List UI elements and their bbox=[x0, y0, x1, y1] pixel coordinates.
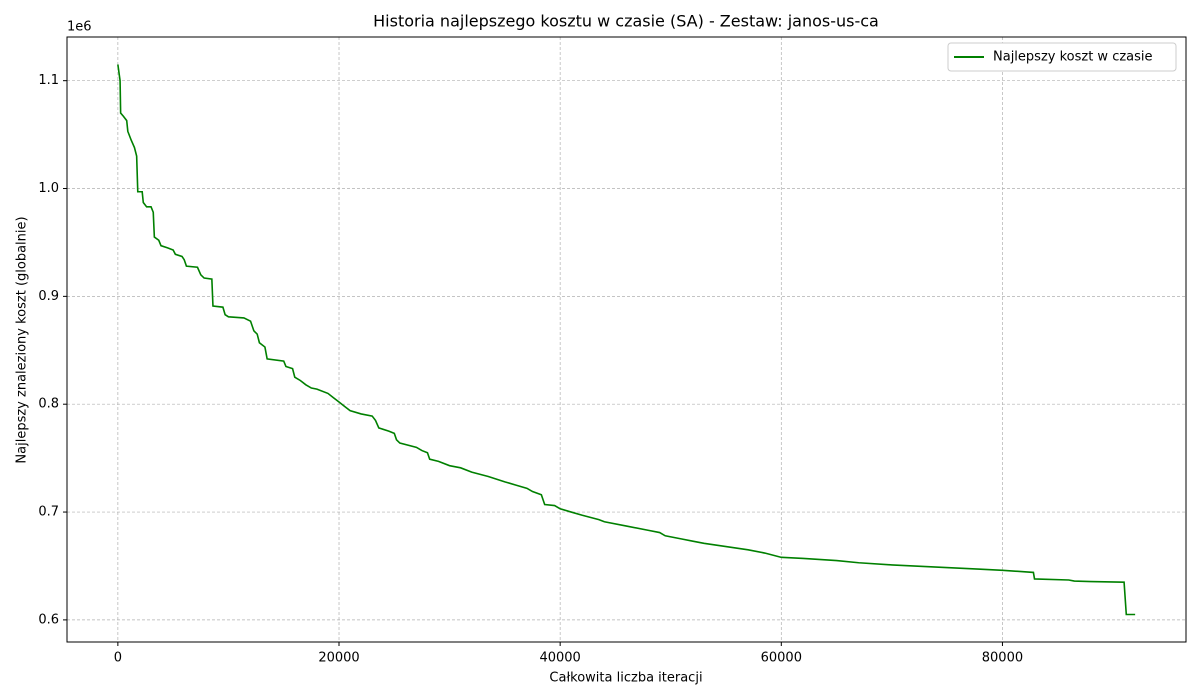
y-tick-label: 0.8 bbox=[38, 397, 59, 412]
y-tick-label: 0.9 bbox=[38, 289, 59, 304]
x-tick-label: 20000 bbox=[318, 651, 359, 666]
x-tick-label: 60000 bbox=[761, 651, 802, 666]
y-tick-label: 1.1 bbox=[38, 73, 59, 88]
x-tick-label: 40000 bbox=[539, 651, 580, 666]
chart-title: Historia najlepszego kosztu w czasie (SA… bbox=[373, 12, 879, 31]
data-line bbox=[117, 64, 1136, 616]
x-tick-label: 0 bbox=[114, 651, 122, 666]
y-offset-label: 1e6 bbox=[67, 20, 92, 35]
legend-box bbox=[947, 42, 1177, 72]
plot-frame bbox=[66, 36, 1187, 643]
x-tick-label: 80000 bbox=[982, 651, 1023, 666]
legend-label: Najlepszy koszt w czasie bbox=[993, 50, 1153, 65]
x-axis-label: Całkowita liczba iteracji bbox=[549, 671, 702, 686]
y-tick-label: 0.7 bbox=[38, 505, 59, 520]
y-tick-label: 1.0 bbox=[38, 181, 59, 196]
y-tick-label: 0.6 bbox=[38, 612, 59, 627]
y-axis-label: Najlepszy znaleziony koszt (globalnie) bbox=[15, 216, 30, 463]
